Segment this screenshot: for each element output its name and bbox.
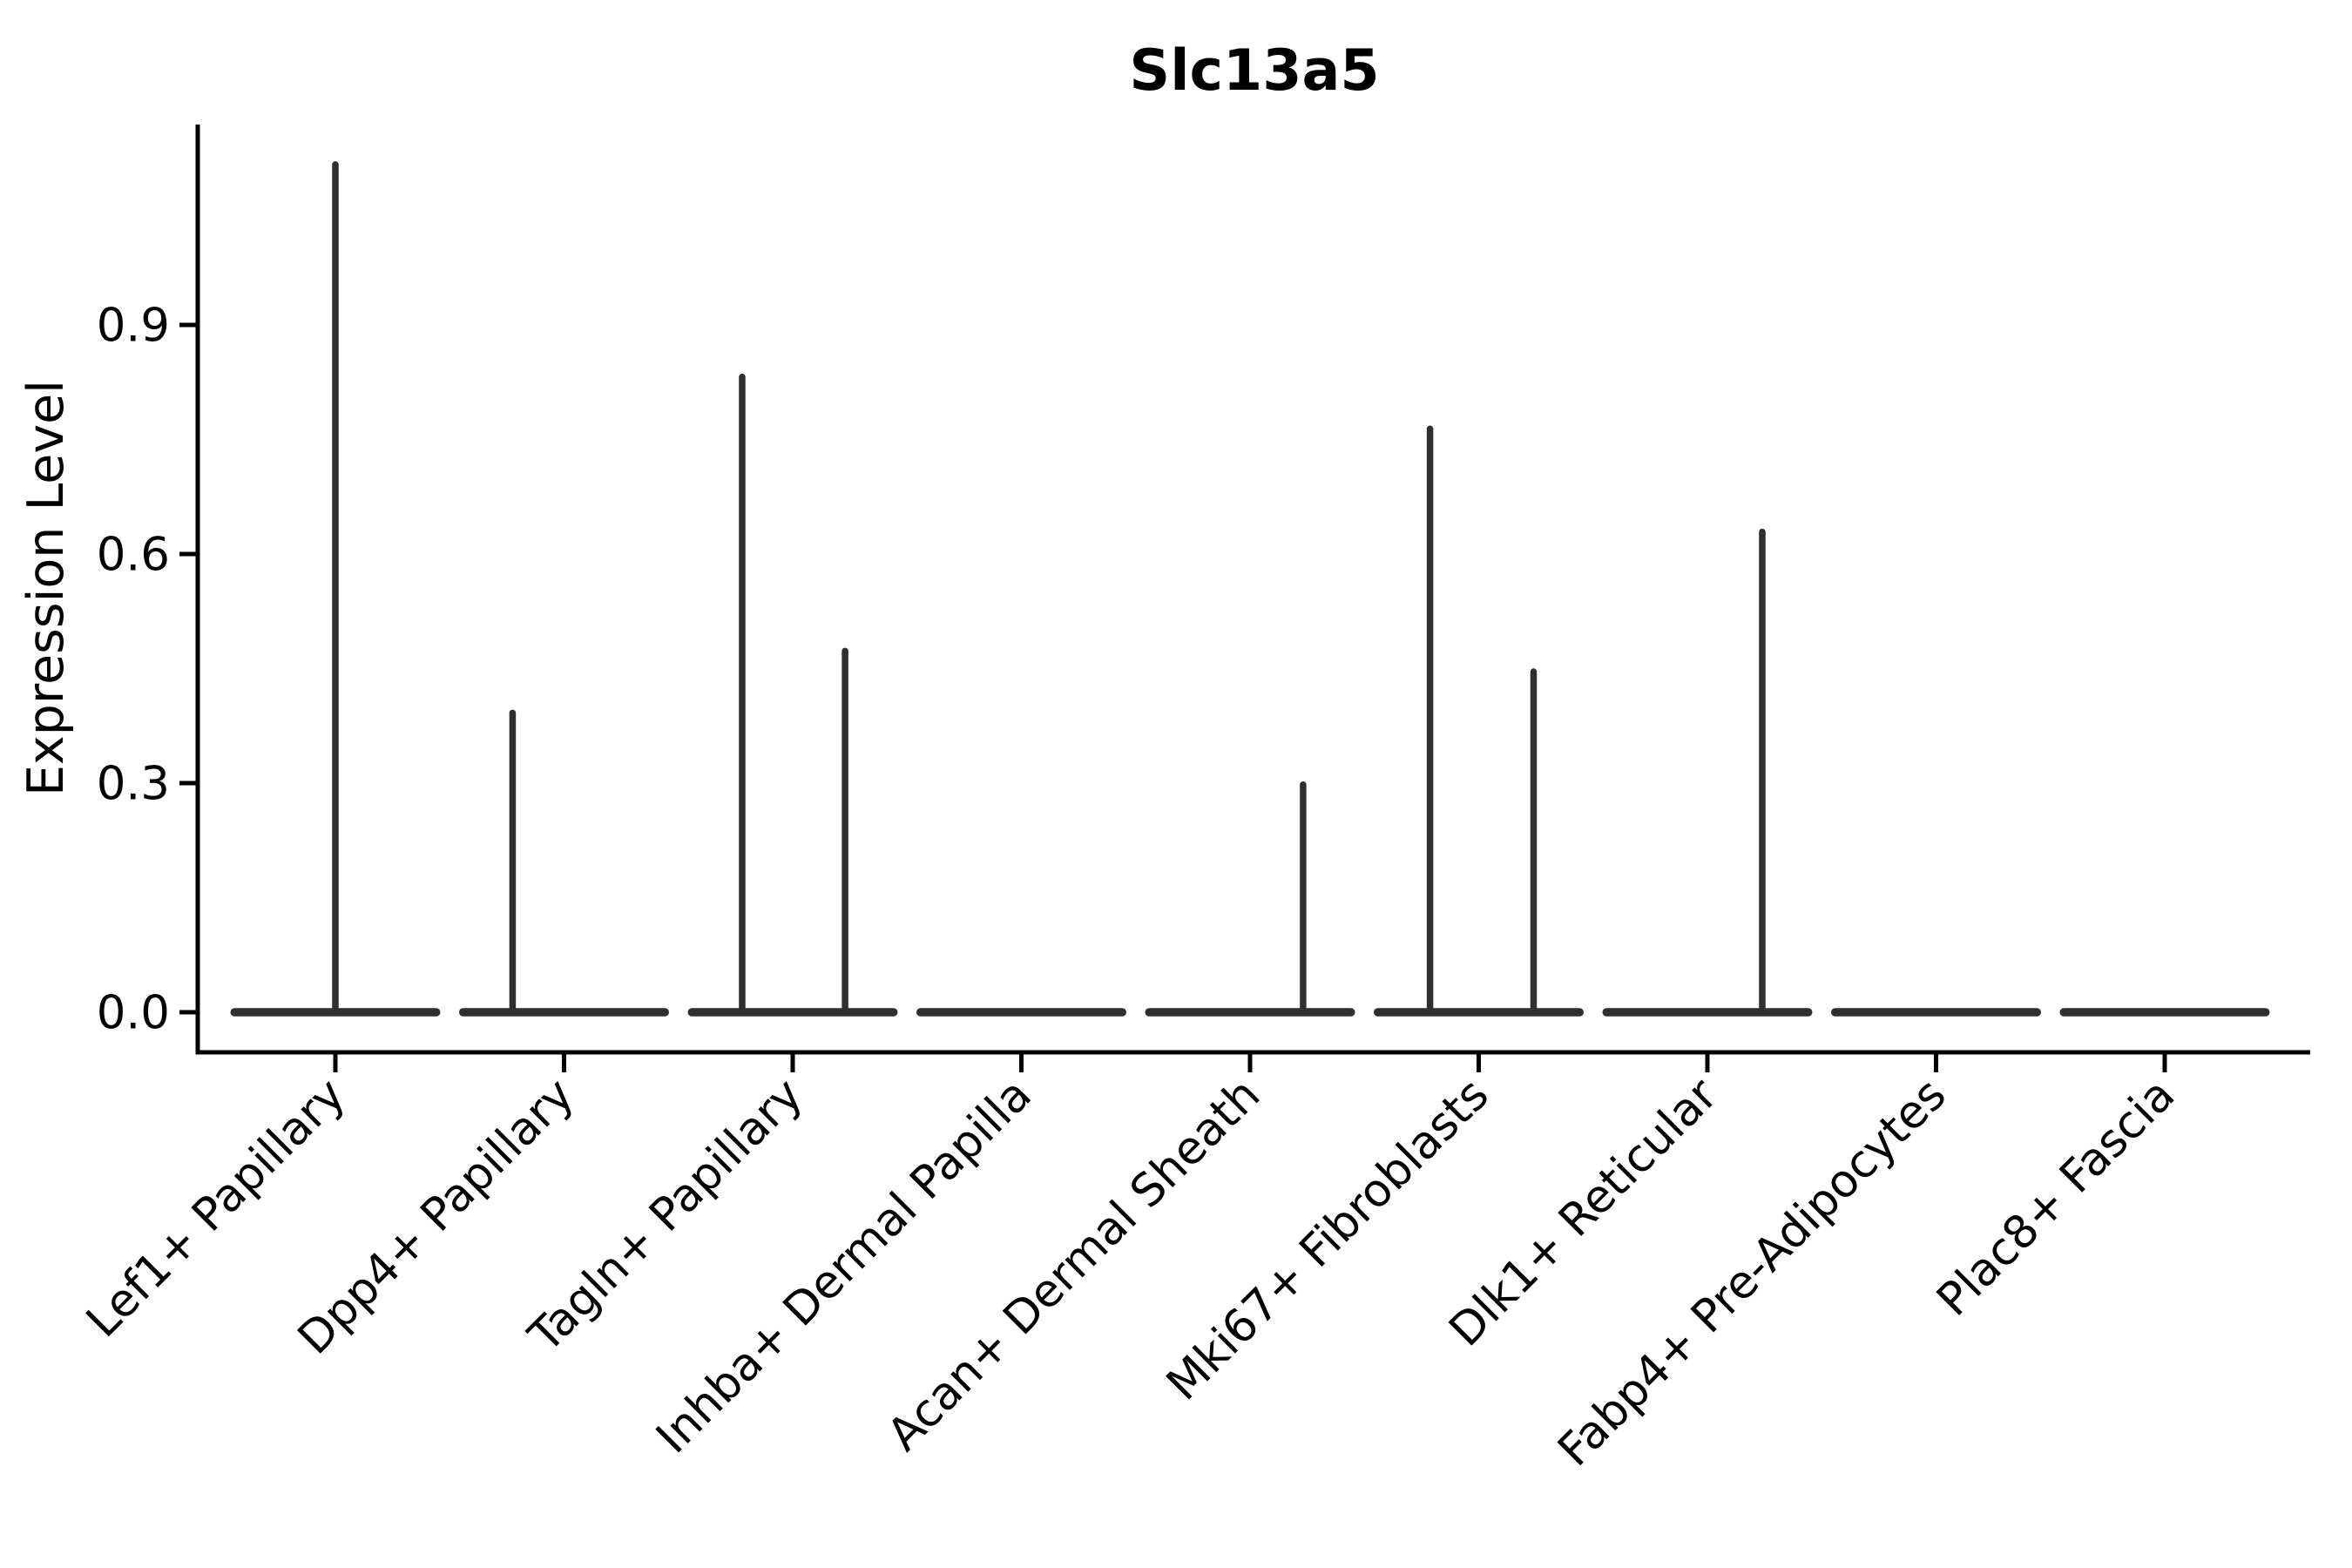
- violin: [1602, 528, 1813, 1017]
- violin-zero-body: [459, 1008, 669, 1017]
- violin-zero-body: [916, 1008, 1126, 1017]
- violin-zero-body: [1831, 1008, 2041, 1017]
- violin: [687, 373, 898, 1017]
- violin-zero-body: [1374, 1008, 1584, 1017]
- y-tick-label: 0.6: [97, 529, 170, 582]
- violin-zero-body: [687, 1008, 898, 1017]
- violin-zero-body: [1602, 1008, 1813, 1017]
- axes-layer: [179, 125, 2310, 1072]
- violin: [2059, 1008, 2270, 1017]
- y-tick-label: 0.9: [97, 300, 170, 353]
- y-axis-title: Expression Level: [17, 380, 75, 796]
- y-tick-label: 0.0: [97, 987, 170, 1040]
- chart-title: Slc13a5: [1129, 38, 1379, 104]
- violin-zero-body: [2059, 1008, 2270, 1017]
- violin: [1831, 1008, 2041, 1017]
- violin: [230, 161, 441, 1017]
- violin: [1145, 781, 1355, 1017]
- y-tick-label: 0.3: [97, 758, 170, 811]
- violin: [459, 709, 669, 1017]
- violin-zero-body: [1145, 1008, 1355, 1017]
- violins-layer: [230, 161, 2270, 1017]
- violin: [916, 1008, 1126, 1017]
- violin: [1374, 425, 1584, 1017]
